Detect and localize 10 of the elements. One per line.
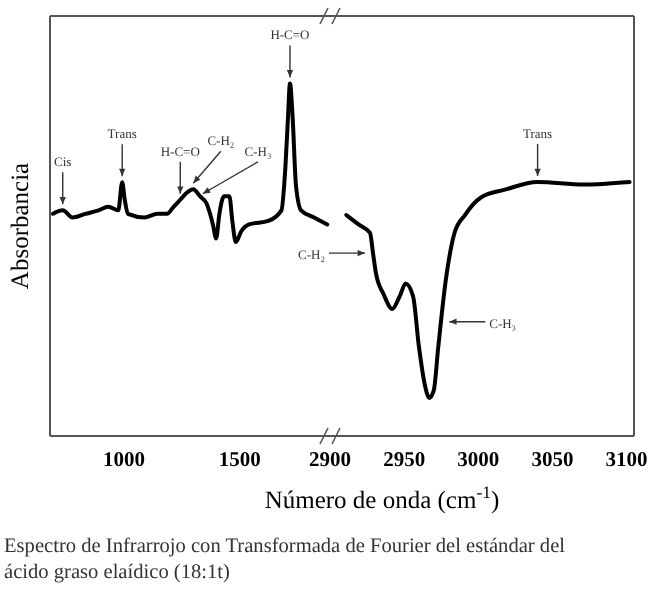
x-tick-label: 1000 — [103, 450, 146, 472]
x-tick-label: 3100 — [605, 450, 648, 472]
x-tick-label: 2900 — [309, 450, 351, 472]
x-tick-label: 3050 — [531, 450, 574, 472]
text: Espectro de Infrarrojo con Transformada de Fourier del estándar del ácido graso elaídico (18:1t) — [4, 536, 566, 584]
x-tick-label: 3000 — [457, 450, 500, 472]
y-axis-title: Absorbancia — [6, 161, 34, 290]
x-axis-title: Número de onda (cm$^{-1}$) — [264, 482, 500, 514]
x-tick-label: 2950 — [383, 450, 426, 472]
x-tick-label: 1500 — [218, 450, 261, 472]
